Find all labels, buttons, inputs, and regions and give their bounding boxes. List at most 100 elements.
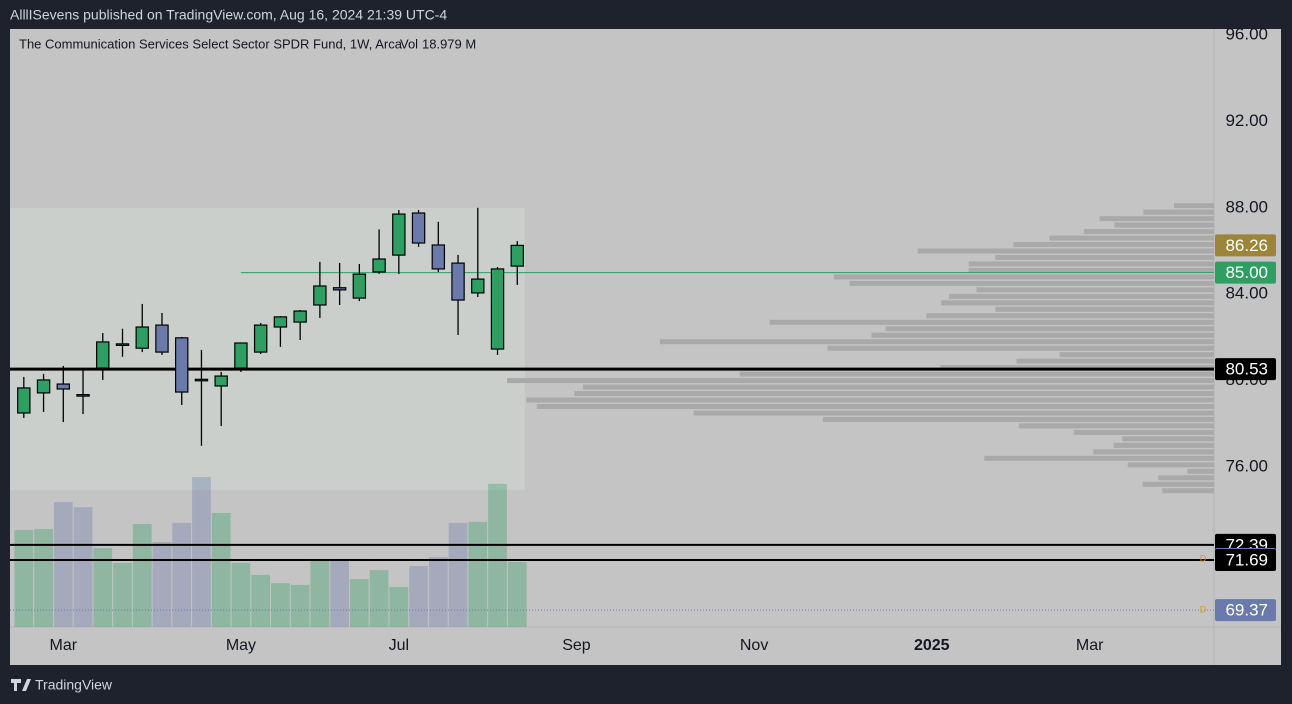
profile-bar [871,332,1214,338]
chart-title: The Communication Services Select Sector… [19,36,403,51]
y-tick-label: 88.00 [1225,197,1268,216]
volume-bar [251,574,271,627]
day-flag: D [1200,605,1207,615]
volume-bar [34,529,53,627]
volume-value: 18.979 M [422,36,476,51]
candle-body [155,324,169,353]
volume-bar [488,483,507,627]
profile-bar [1113,442,1214,448]
price-label: 71.69 [1225,551,1268,570]
profile-bar [1059,352,1214,358]
candle-body [352,273,367,299]
volume-bar [231,562,251,627]
profile-bar [583,384,1214,390]
x-tick-label: Mar [50,637,78,654]
candle-body [372,258,386,273]
volume-bar [428,557,448,627]
candle-body [313,285,327,306]
volume-bar [152,542,172,627]
candle-body [411,212,426,244]
profile-bar [1018,423,1214,429]
profile-bar [1122,436,1214,442]
volume-bar [507,562,527,627]
profile-bar [917,248,1214,254]
profile-bar [659,339,1214,345]
profile-bar [536,404,1214,410]
profile-bar [1143,209,1214,215]
volume-bar [290,584,310,627]
x-tick-label: Nov [740,637,768,654]
candle-body [510,244,524,267]
volume-bar [211,512,231,627]
candle-body [332,287,347,291]
profile-bar [1158,475,1214,481]
candle-body [194,378,209,382]
candle-body [471,278,485,294]
profile-bar [995,306,1214,312]
price-label: 69.37 [1225,601,1268,620]
volume-label: Vol [400,36,418,51]
candle-body [76,394,90,397]
profile-bar [1099,216,1214,222]
profile-bar [926,313,1214,319]
volume-bar [113,562,132,627]
x-tick-label: May [226,637,256,654]
volume-bar [172,522,192,627]
profile-bar [1162,488,1214,494]
volume-bar [468,521,488,627]
x-tick-label: 2025 [914,637,950,654]
volume-bar [349,579,369,627]
profile-bar [1013,242,1214,248]
profile-bar [968,261,1214,267]
profile-bar [940,365,1214,371]
profile-bar [1093,449,1214,455]
candle-body [174,337,189,393]
volume-bar [310,560,330,627]
profile-bar [827,345,1214,351]
profile-bar [769,319,1214,325]
x-tick-label: Mar [1076,637,1104,654]
y-tick-label: 84.00 [1225,284,1268,303]
profile-bar [1073,429,1214,435]
brand: TradingView [35,677,113,693]
x-tick-label: Sep [562,637,591,654]
profile-bar [1142,481,1214,487]
candle-body [17,387,31,414]
publisher: AlllISevens published on TradingView.com… [10,7,447,23]
volume-bar [132,523,152,627]
y-tick-label: 92.00 [1225,111,1268,130]
profile-bar [693,410,1214,416]
range-box [10,208,525,490]
price-label-box [1215,549,1276,572]
candle-body [115,343,130,346]
candle-body [490,268,505,350]
profile-bar [833,274,1214,280]
profile-bar [1083,229,1214,235]
profile-bar [1114,222,1214,228]
price-label-box [1215,599,1276,622]
candle-body [253,324,268,353]
profile-bar [995,254,1214,260]
profile-bar [822,416,1214,422]
candle-body [451,262,465,301]
profile-bar [1016,358,1214,364]
volume-bar [448,522,468,627]
price-label-box [1215,234,1276,257]
x-tick-label: Jul [389,637,409,654]
volume-bar [53,502,73,627]
candle-body [96,341,110,369]
profile-bar [941,300,1214,306]
profile-bar [885,326,1214,332]
profile-bar [526,397,1214,403]
volume-bar [93,547,113,627]
candle-body [56,383,71,390]
volume-bar [409,566,428,627]
profile-bar [1127,462,1214,468]
y-tick-label: 76.00 [1225,456,1268,475]
volume-bar [14,530,34,627]
volume-bar [73,507,93,627]
day-flag: D [1200,553,1207,563]
volume-bar [271,583,290,627]
